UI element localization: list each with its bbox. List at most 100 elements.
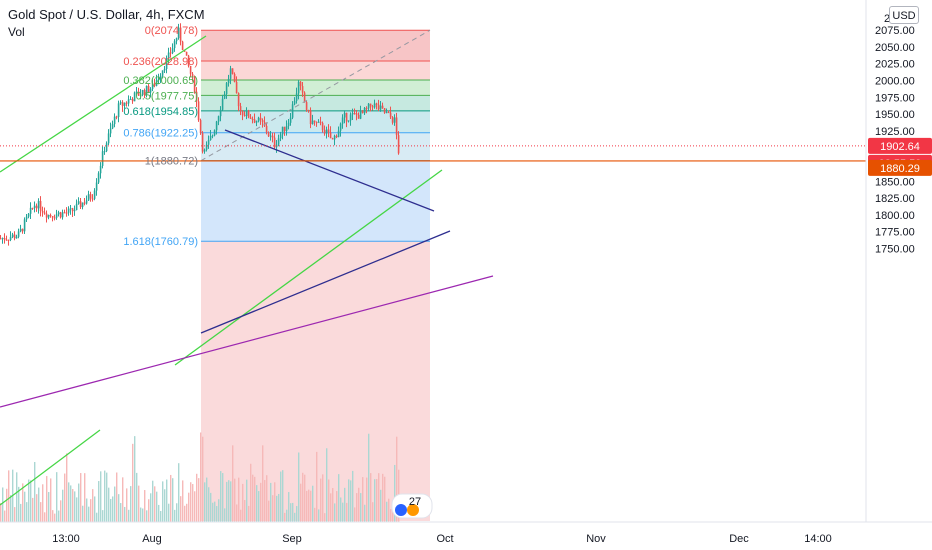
volume-bar bbox=[100, 471, 102, 522]
price-axis[interactable]: 1750.001775.001800.001825.001850.001875.… bbox=[865, 0, 915, 522]
volume-bar bbox=[264, 480, 266, 522]
candle-body bbox=[131, 98, 134, 102]
indicator-label: Vol bbox=[8, 25, 25, 39]
volume-bar bbox=[230, 481, 232, 522]
candle-body bbox=[115, 116, 118, 118]
fib-level-label: 0.786(1922.25) bbox=[123, 128, 198, 140]
candle-body bbox=[191, 73, 194, 77]
candle-body bbox=[15, 236, 18, 239]
candle-body bbox=[389, 112, 392, 118]
ascending-support-line bbox=[200, 230, 451, 334]
volume-bar bbox=[84, 473, 86, 522]
volume-bar bbox=[0, 503, 2, 522]
volume-bar bbox=[372, 502, 374, 522]
candle-body bbox=[383, 108, 386, 113]
volume-bar bbox=[56, 472, 58, 522]
volume-bar bbox=[342, 502, 344, 522]
volume-bar bbox=[300, 483, 302, 522]
descending-resistance-line bbox=[224, 129, 435, 212]
volume-bar bbox=[330, 493, 332, 522]
volume-bar bbox=[198, 478, 200, 522]
candle-body bbox=[91, 198, 94, 200]
volume-bar bbox=[182, 480, 184, 522]
candle-body bbox=[19, 228, 22, 232]
volume-bar bbox=[332, 488, 334, 522]
volume-bar bbox=[336, 491, 338, 522]
price-tags: 1902.6403:55:591880.29 bbox=[868, 137, 932, 176]
volume-bar bbox=[6, 488, 8, 522]
candle-body bbox=[89, 194, 92, 199]
volume-bar bbox=[128, 509, 130, 522]
candle-body bbox=[61, 212, 64, 218]
candle-body bbox=[111, 124, 114, 129]
price-tick-label: 1950.00 bbox=[875, 109, 915, 121]
volume-bars bbox=[0, 432, 400, 522]
candle-body bbox=[333, 135, 336, 140]
volume-bar bbox=[132, 443, 134, 522]
candle-body bbox=[105, 143, 108, 152]
price-tick-label-partial: 2 bbox=[884, 13, 890, 25]
candle-body bbox=[257, 117, 260, 122]
volume-bar bbox=[64, 473, 66, 522]
volume-bar bbox=[174, 509, 176, 522]
volume-bar bbox=[294, 512, 296, 522]
volume-bar bbox=[214, 501, 216, 522]
volume-bar bbox=[234, 478, 236, 522]
volume-bar bbox=[96, 512, 98, 522]
volume-bar bbox=[76, 497, 78, 522]
candle-body bbox=[251, 118, 254, 120]
volume-bar bbox=[28, 479, 30, 522]
candle-body bbox=[127, 99, 130, 104]
candle-body bbox=[199, 120, 202, 134]
candle-body bbox=[283, 126, 286, 132]
volume-bar bbox=[58, 510, 60, 522]
candle-body bbox=[85, 200, 88, 204]
volume-bar bbox=[104, 470, 106, 522]
volume-bar bbox=[384, 476, 386, 522]
volume-bar bbox=[162, 481, 164, 522]
candle-body bbox=[185, 51, 188, 56]
time-axis[interactable]: 13:00 Aug Sep Oct Nov Dec 14:00 bbox=[0, 521, 932, 545]
volume-bar bbox=[340, 497, 342, 522]
volume-bar bbox=[4, 510, 6, 522]
time-tick-label: Nov bbox=[586, 533, 606, 545]
candle-body bbox=[17, 231, 20, 237]
volume-bar bbox=[190, 482, 192, 522]
candle-body bbox=[203, 149, 206, 152]
candle-body bbox=[361, 110, 364, 114]
fib-level-label: 1(1880.72) bbox=[145, 156, 198, 168]
candle-body bbox=[149, 88, 152, 93]
candle-body bbox=[53, 217, 56, 219]
candle-body bbox=[67, 208, 70, 213]
volume-bar bbox=[120, 503, 122, 522]
candle-body bbox=[219, 109, 222, 117]
volume-bar bbox=[376, 479, 378, 522]
price-tick-label: 1850.00 bbox=[875, 176, 915, 188]
volume-bar bbox=[380, 489, 382, 522]
candle-body bbox=[147, 85, 150, 93]
candle-body bbox=[279, 134, 282, 139]
fib-zone bbox=[201, 80, 430, 96]
candle-body bbox=[213, 130, 216, 136]
fib-level-label: 1.618(1760.79) bbox=[123, 236, 198, 248]
candle-body bbox=[241, 110, 244, 116]
price-tick-label: 1775.00 bbox=[875, 227, 915, 239]
candle-body bbox=[135, 91, 138, 93]
currency-button[interactable]: USD bbox=[889, 6, 919, 24]
candle-body bbox=[153, 83, 156, 86]
trendlines[interactable] bbox=[0, 29, 866, 506]
volume-bar bbox=[298, 452, 300, 522]
volume-bar bbox=[122, 477, 124, 522]
volume-bar bbox=[134, 436, 136, 522]
volume-bar bbox=[38, 487, 40, 522]
candle-body bbox=[353, 113, 356, 115]
volume-bar bbox=[362, 477, 364, 522]
volume-bar bbox=[396, 436, 398, 522]
fib-zone bbox=[201, 110, 430, 133]
volume-bar bbox=[194, 491, 196, 522]
candle-body bbox=[309, 110, 312, 125]
candle-body bbox=[21, 228, 24, 232]
volume-bar bbox=[222, 473, 224, 522]
